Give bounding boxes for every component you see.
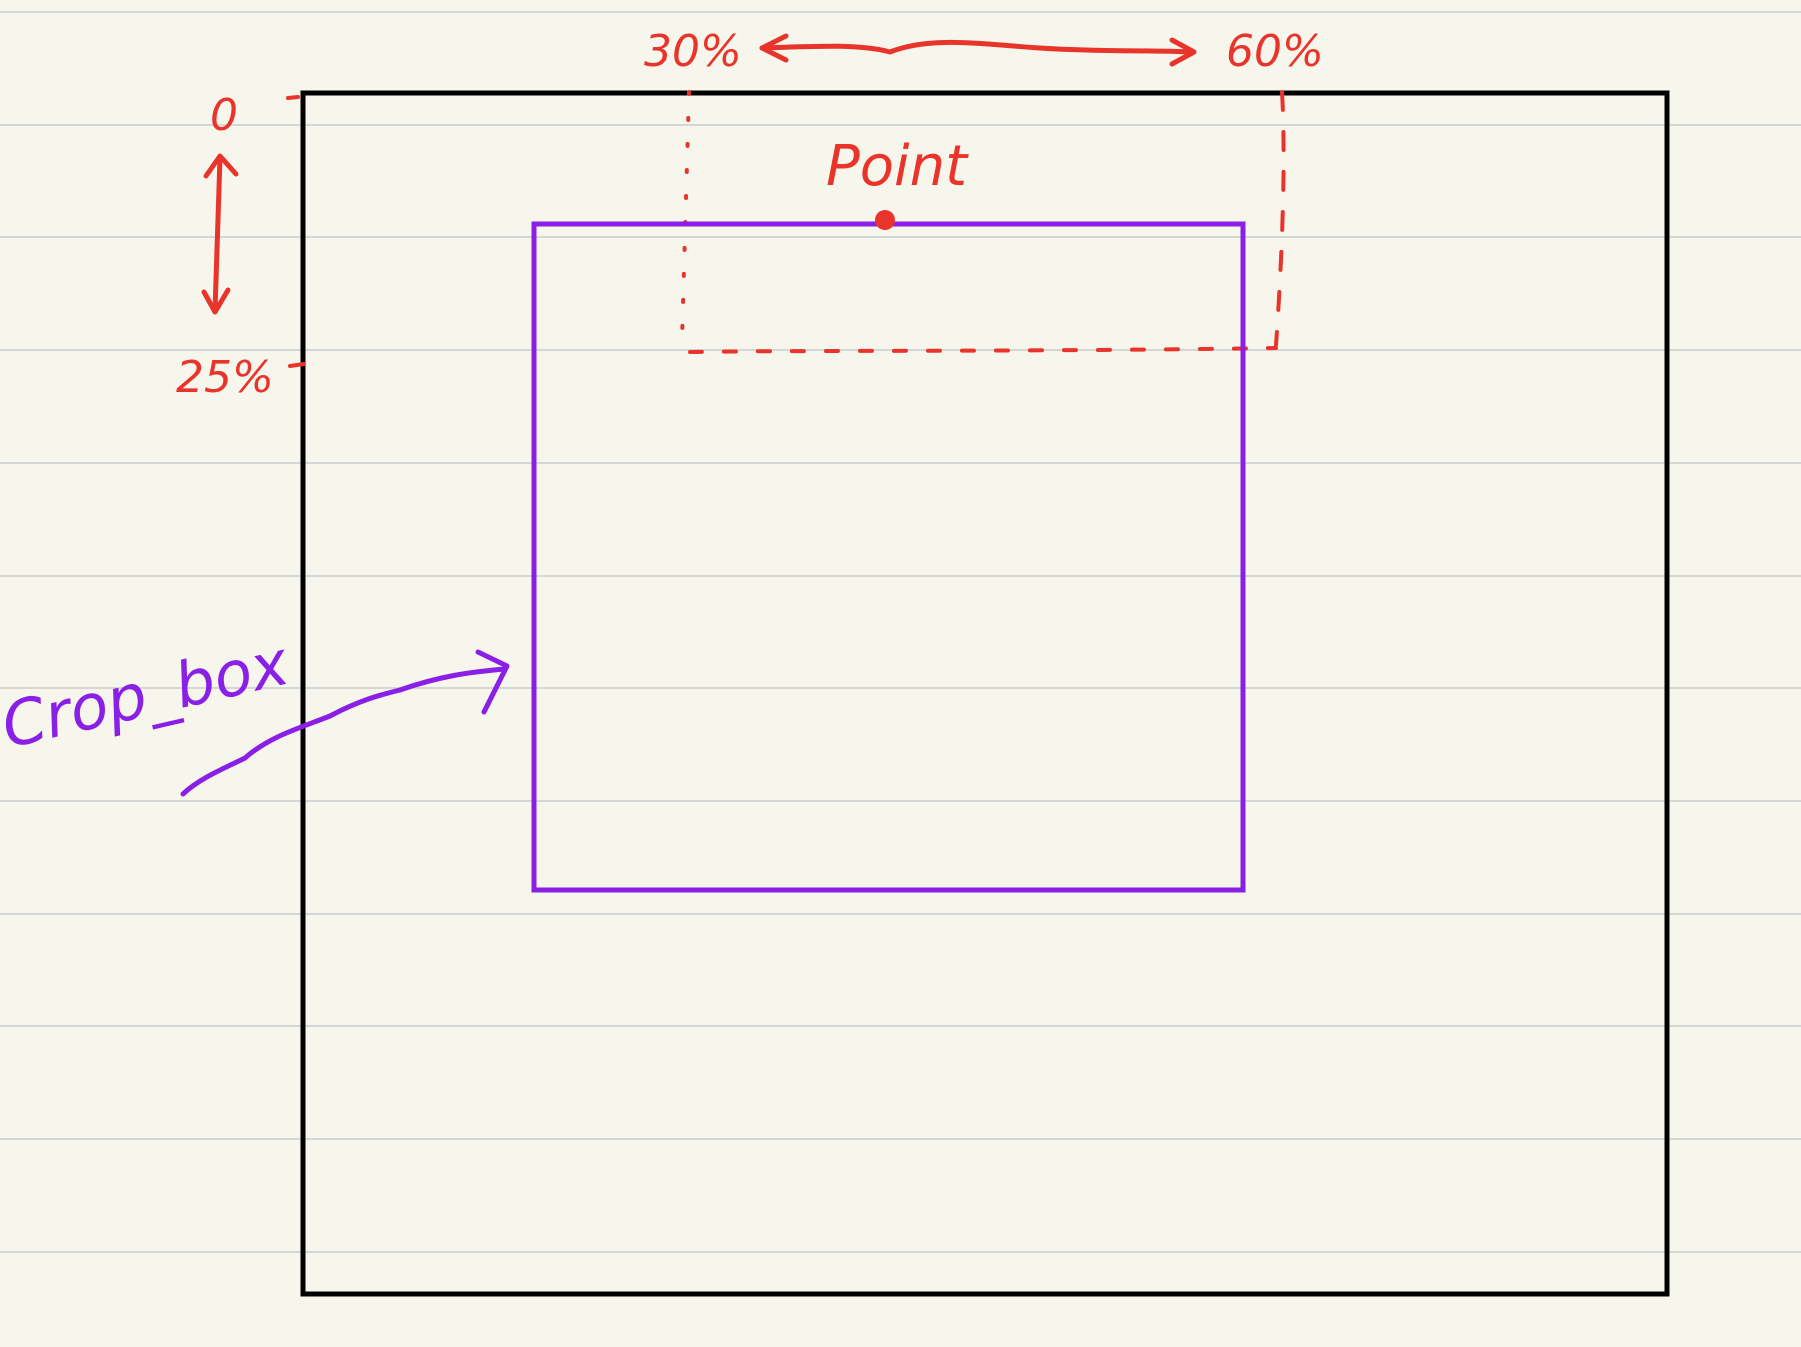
label-30-percent: 30% [644,26,742,77]
arrowhead-up [203,153,239,179]
arrowhead-right [1169,37,1197,67]
arrowhead-left [759,33,789,63]
tick-25 [288,362,306,368]
vertical-range-line [212,155,223,313]
region-bottom-edge [688,346,1278,354]
crop-box-pointer [180,649,510,797]
label-60-percent: 60% [1226,26,1324,77]
crop-box-label: Crop_box [0,626,296,763]
arrowhead-down [201,287,231,315]
tick-top [286,95,300,100]
horizontal-range-line [759,39,1193,55]
point-marker [875,210,895,230]
point-region [680,90,1286,354]
horizontal-range-arrow [759,33,1197,67]
frame-ticks [286,95,306,368]
crop-box [531,221,1246,893]
crop-box-pointer-line [180,666,508,797]
crop-box-pointer-head [475,649,510,715]
region-right-edge [1274,90,1286,347]
ruled-lines [0,11,1801,1253]
region-left-edge [680,90,691,342]
image-frame [300,90,1670,1297]
point-label: Point [826,134,969,199]
vertical-range-arrow [201,153,239,315]
label-25-percent: 25% [176,352,274,403]
label-0: 0 [210,90,238,141]
